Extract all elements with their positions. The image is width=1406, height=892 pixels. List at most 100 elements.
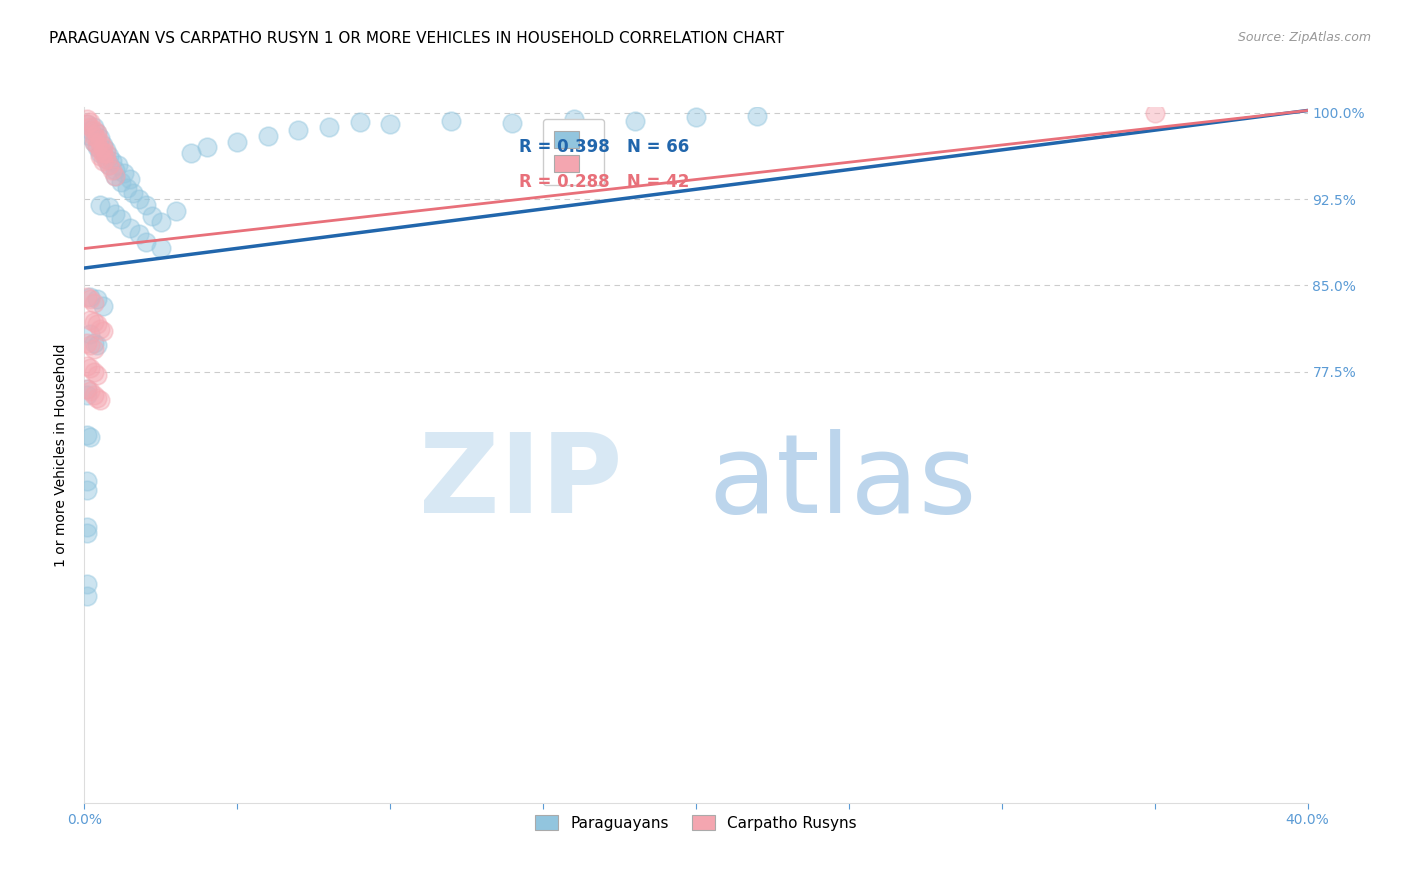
Text: R = 0.398   N = 66: R = 0.398 N = 66 — [519, 138, 689, 156]
Point — [94, 143, 117, 157]
Point — [76, 387, 98, 401]
Point — [135, 235, 157, 249]
Point — [91, 299, 114, 313]
Point — [83, 120, 105, 134]
Point — [110, 175, 132, 189]
Point — [89, 198, 111, 212]
Point — [79, 338, 101, 352]
Point — [79, 120, 101, 134]
Point — [104, 163, 127, 178]
Text: atlas: atlas — [709, 429, 977, 536]
Point — [1143, 105, 1166, 120]
Point — [83, 135, 105, 149]
Point — [97, 200, 120, 214]
Point — [89, 131, 111, 145]
Point — [624, 113, 647, 128]
Point — [562, 112, 585, 126]
Point — [76, 427, 98, 442]
Text: R = 0.288   N = 42: R = 0.288 N = 42 — [519, 173, 689, 191]
Text: PARAGUAYAN VS CARPATHO RUSYN 1 OR MORE VEHICLES IN HOUSEHOLD CORRELATION CHART: PARAGUAYAN VS CARPATHO RUSYN 1 OR MORE V… — [49, 31, 785, 46]
Point — [120, 220, 142, 235]
Point — [101, 163, 124, 178]
Point — [94, 146, 117, 161]
Point — [76, 382, 98, 396]
Point — [747, 109, 769, 123]
Point — [287, 123, 309, 137]
Point — [685, 111, 707, 125]
Point — [112, 165, 135, 179]
Point — [318, 120, 340, 134]
Point — [97, 157, 120, 171]
Text: ZIP: ZIP — [419, 429, 623, 536]
Point — [380, 117, 402, 131]
Point — [120, 172, 142, 186]
Point — [104, 169, 127, 183]
Point — [79, 384, 101, 398]
Point — [128, 192, 150, 206]
Point — [91, 138, 114, 153]
Point — [76, 117, 98, 131]
Point — [86, 127, 108, 141]
Point — [76, 474, 98, 488]
Point — [76, 589, 98, 603]
Point — [79, 123, 101, 137]
Point — [91, 154, 114, 169]
Point — [83, 335, 105, 350]
Point — [79, 290, 101, 304]
Legend: Paraguayans, Carpatho Rusyns: Paraguayans, Carpatho Rusyns — [529, 809, 863, 837]
Point — [141, 209, 163, 223]
Point — [79, 313, 101, 327]
Point — [86, 391, 108, 405]
Point — [76, 382, 98, 396]
Point — [91, 324, 114, 338]
Point — [76, 335, 98, 350]
Point — [91, 146, 114, 161]
Point — [79, 115, 101, 129]
Point — [83, 342, 105, 356]
Point — [195, 140, 218, 154]
Point — [86, 338, 108, 352]
Point — [76, 112, 98, 126]
Point — [76, 520, 98, 534]
Point — [226, 135, 249, 149]
Point — [440, 113, 463, 128]
Point — [97, 157, 120, 171]
Point — [165, 203, 187, 218]
Point — [79, 326, 101, 341]
Point — [79, 430, 101, 444]
Point — [86, 131, 108, 145]
Point — [83, 123, 105, 137]
Point — [349, 115, 371, 129]
Point — [86, 140, 108, 154]
Point — [76, 359, 98, 373]
Point — [149, 242, 172, 256]
Point — [86, 318, 108, 332]
Y-axis label: 1 or more Vehicles in Household: 1 or more Vehicles in Household — [55, 343, 69, 566]
Point — [76, 290, 98, 304]
Point — [89, 146, 111, 161]
Point — [107, 157, 129, 171]
Point — [86, 138, 108, 153]
Point — [135, 198, 157, 212]
Point — [89, 322, 111, 336]
Point — [94, 152, 117, 166]
Point — [180, 146, 202, 161]
Point — [83, 128, 105, 143]
Point — [79, 361, 101, 376]
Point — [89, 143, 111, 157]
Point — [86, 368, 108, 382]
Point — [83, 135, 105, 149]
Point — [86, 127, 108, 141]
Point — [89, 149, 111, 163]
Point — [89, 135, 111, 149]
Point — [502, 116, 524, 130]
Point — [76, 577, 98, 591]
Point — [97, 149, 120, 163]
Point — [91, 140, 114, 154]
Point — [83, 365, 105, 379]
Point — [86, 292, 108, 306]
Point — [94, 152, 117, 166]
Point — [110, 211, 132, 226]
Point — [83, 295, 105, 310]
Point — [76, 117, 98, 131]
